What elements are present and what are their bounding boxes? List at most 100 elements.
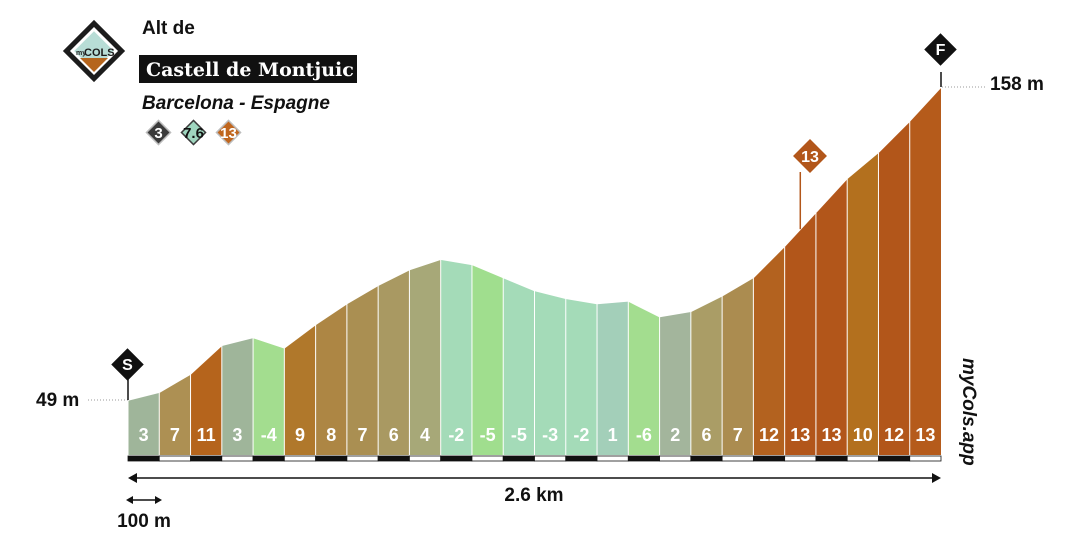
profile-segment [909,87,941,455]
logo-text-small: my [76,50,86,57]
profile-outline [158,373,191,393]
profile-segment [878,120,910,456]
scale-arrow-right-icon [155,496,162,504]
profile-outline [877,120,911,153]
gradient-label: 12 [759,425,779,445]
gradient-label: -5 [511,425,527,445]
profile-outline [502,276,535,292]
gradient-label: 13 [915,425,935,445]
start-marker-label: S [122,357,133,374]
gradient-label: 6 [389,425,399,445]
max-gradient-marker: 13 [793,139,827,230]
ruler-block [127,455,160,462]
gradient-label: 12 [884,425,904,445]
gradient-label: 8 [326,425,336,445]
title-box [139,55,357,83]
ruler-block [627,455,660,462]
gradient-label: 10 [853,425,873,445]
profile-segment [409,259,441,455]
ruler-block [471,455,504,462]
ruler-block [502,455,535,462]
profile-outline [627,300,660,318]
profile-outline [752,245,786,278]
ruler-block [534,455,567,462]
max-gradient-marker-icon [793,139,827,173]
profile-segment [253,337,285,455]
profile-segment [534,290,566,455]
profile-segment [159,373,191,455]
profile-outline [127,391,160,401]
profile-outline [190,344,223,375]
profile-outline [565,297,598,305]
profile-segment [221,337,254,455]
location: Barcelona - Espagne [142,93,330,114]
profile-segment [128,392,160,455]
gradient-label: -2 [573,425,589,445]
badge-gradient: 7.6 [180,119,207,146]
gradient-label: 9 [295,425,305,445]
profile-outline [315,302,348,325]
profile-outline [252,336,285,349]
ruler-block [784,455,817,462]
gradient-label: 7 [733,425,743,445]
profile-segment [597,300,629,455]
ruler-block [846,455,879,462]
profile-segment [440,259,472,455]
profile-segment [659,311,691,455]
profile-segment [471,264,504,455]
profile-outline [440,258,473,266]
finish-elevation-label: 158 m [990,74,1044,95]
scale-label: 100 m [117,511,171,532]
gradient-label: -3 [542,425,558,445]
ruler-block [252,455,285,462]
profile-segment [378,269,410,455]
ruler-block [815,455,848,462]
start-marker: S [111,348,144,400]
badge-max-gradient: 13 [215,119,242,146]
ruler-block [565,455,598,462]
distance-arrow-right-icon [932,473,941,483]
profile-segments [127,86,942,456]
profile-outline [283,323,317,349]
profile-outline [471,263,504,279]
distance-ruler [127,455,942,462]
gradient-badge-icon [180,119,207,146]
start-flag-icon [111,348,144,381]
logo-text-main: COLS [84,47,115,59]
ruler-block [158,455,191,462]
profile-outline [846,151,879,179]
profile-segment [690,295,723,455]
profile-segment [346,285,379,455]
distance-label: 2.6 km [504,485,563,506]
ruler-block [283,455,317,462]
gradient-label: -2 [448,425,464,445]
profile-segment [815,178,848,455]
gradient-label: -5 [480,425,496,445]
badge-max-gradient-value: 13 [220,125,237,142]
profile-segment [190,345,222,455]
profile-outline [377,268,410,286]
profile-outline [909,86,942,122]
gradient-labels: 3 7 11 3 -4 9 8 7 6 4 -2 -5 -5 -3 -2 1 -6 2 6 7 12 13 13 10 12 13 [139,425,936,445]
gradient-label: 13 [822,425,842,445]
ruler-block [190,455,223,462]
profile-segment [753,246,785,455]
ruler-block [377,455,410,462]
profile-outline [659,310,691,318]
profile-segment [315,303,347,455]
gradient-label: 1 [608,425,618,445]
finish-marker-label: F [936,42,946,59]
profile-outline [690,294,723,312]
profile-outline [221,336,254,346]
gradient-label: 11 [197,425,216,445]
profile-outline [534,289,566,300]
gradient-label: 13 [790,425,810,445]
gradient-label: 6 [701,425,711,445]
distance-arrow-left-icon [128,473,137,483]
ruler-block [346,455,379,462]
watermark: myCols.app [958,358,979,466]
ruler-block [315,455,348,462]
gradient-label: 3 [232,425,242,445]
ruler-block [878,455,911,462]
